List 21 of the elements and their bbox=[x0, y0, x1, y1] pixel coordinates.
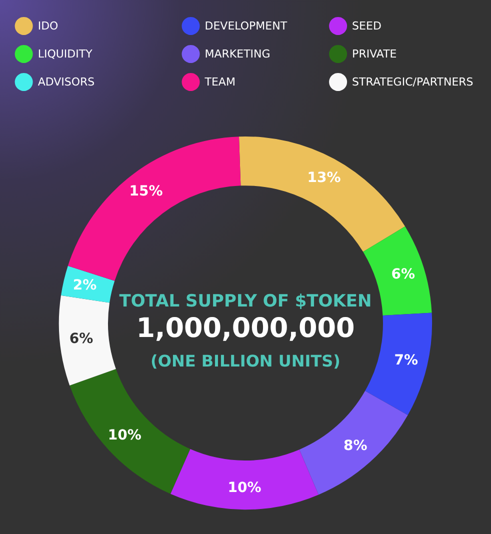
data-label: 8% bbox=[343, 438, 368, 454]
data-label: 15% bbox=[129, 183, 163, 200]
data-label: 13% bbox=[307, 170, 341, 186]
data-label: 6% bbox=[69, 330, 94, 347]
legend-label: IDO bbox=[38, 20, 59, 32]
legend-label: TEAM bbox=[204, 76, 236, 88]
legend-label: MARKETING bbox=[204, 48, 270, 60]
legend-label: ADVISORS bbox=[38, 76, 95, 88]
text: TOTAL SUPPLY OF $TOKEN bbox=[119, 292, 372, 312]
data-label: 10% bbox=[108, 427, 142, 444]
legend-label: SEED bbox=[352, 20, 382, 32]
legend-label: DEVELOPMENT bbox=[204, 20, 288, 32]
legend-label: LIQUIDITY bbox=[38, 48, 93, 60]
text: 1,000,000,000 bbox=[136, 313, 355, 344]
data-label: 10% bbox=[228, 480, 262, 496]
legend-label: PRIVATE bbox=[352, 48, 397, 60]
data-label: 2% bbox=[72, 277, 97, 294]
text: (ONE BILLION UNITS) bbox=[150, 352, 340, 370]
legend-label: STRATEGIC/PARTNERS bbox=[352, 76, 474, 88]
data-label: 6% bbox=[391, 266, 416, 282]
data-label: 7% bbox=[394, 352, 418, 369]
